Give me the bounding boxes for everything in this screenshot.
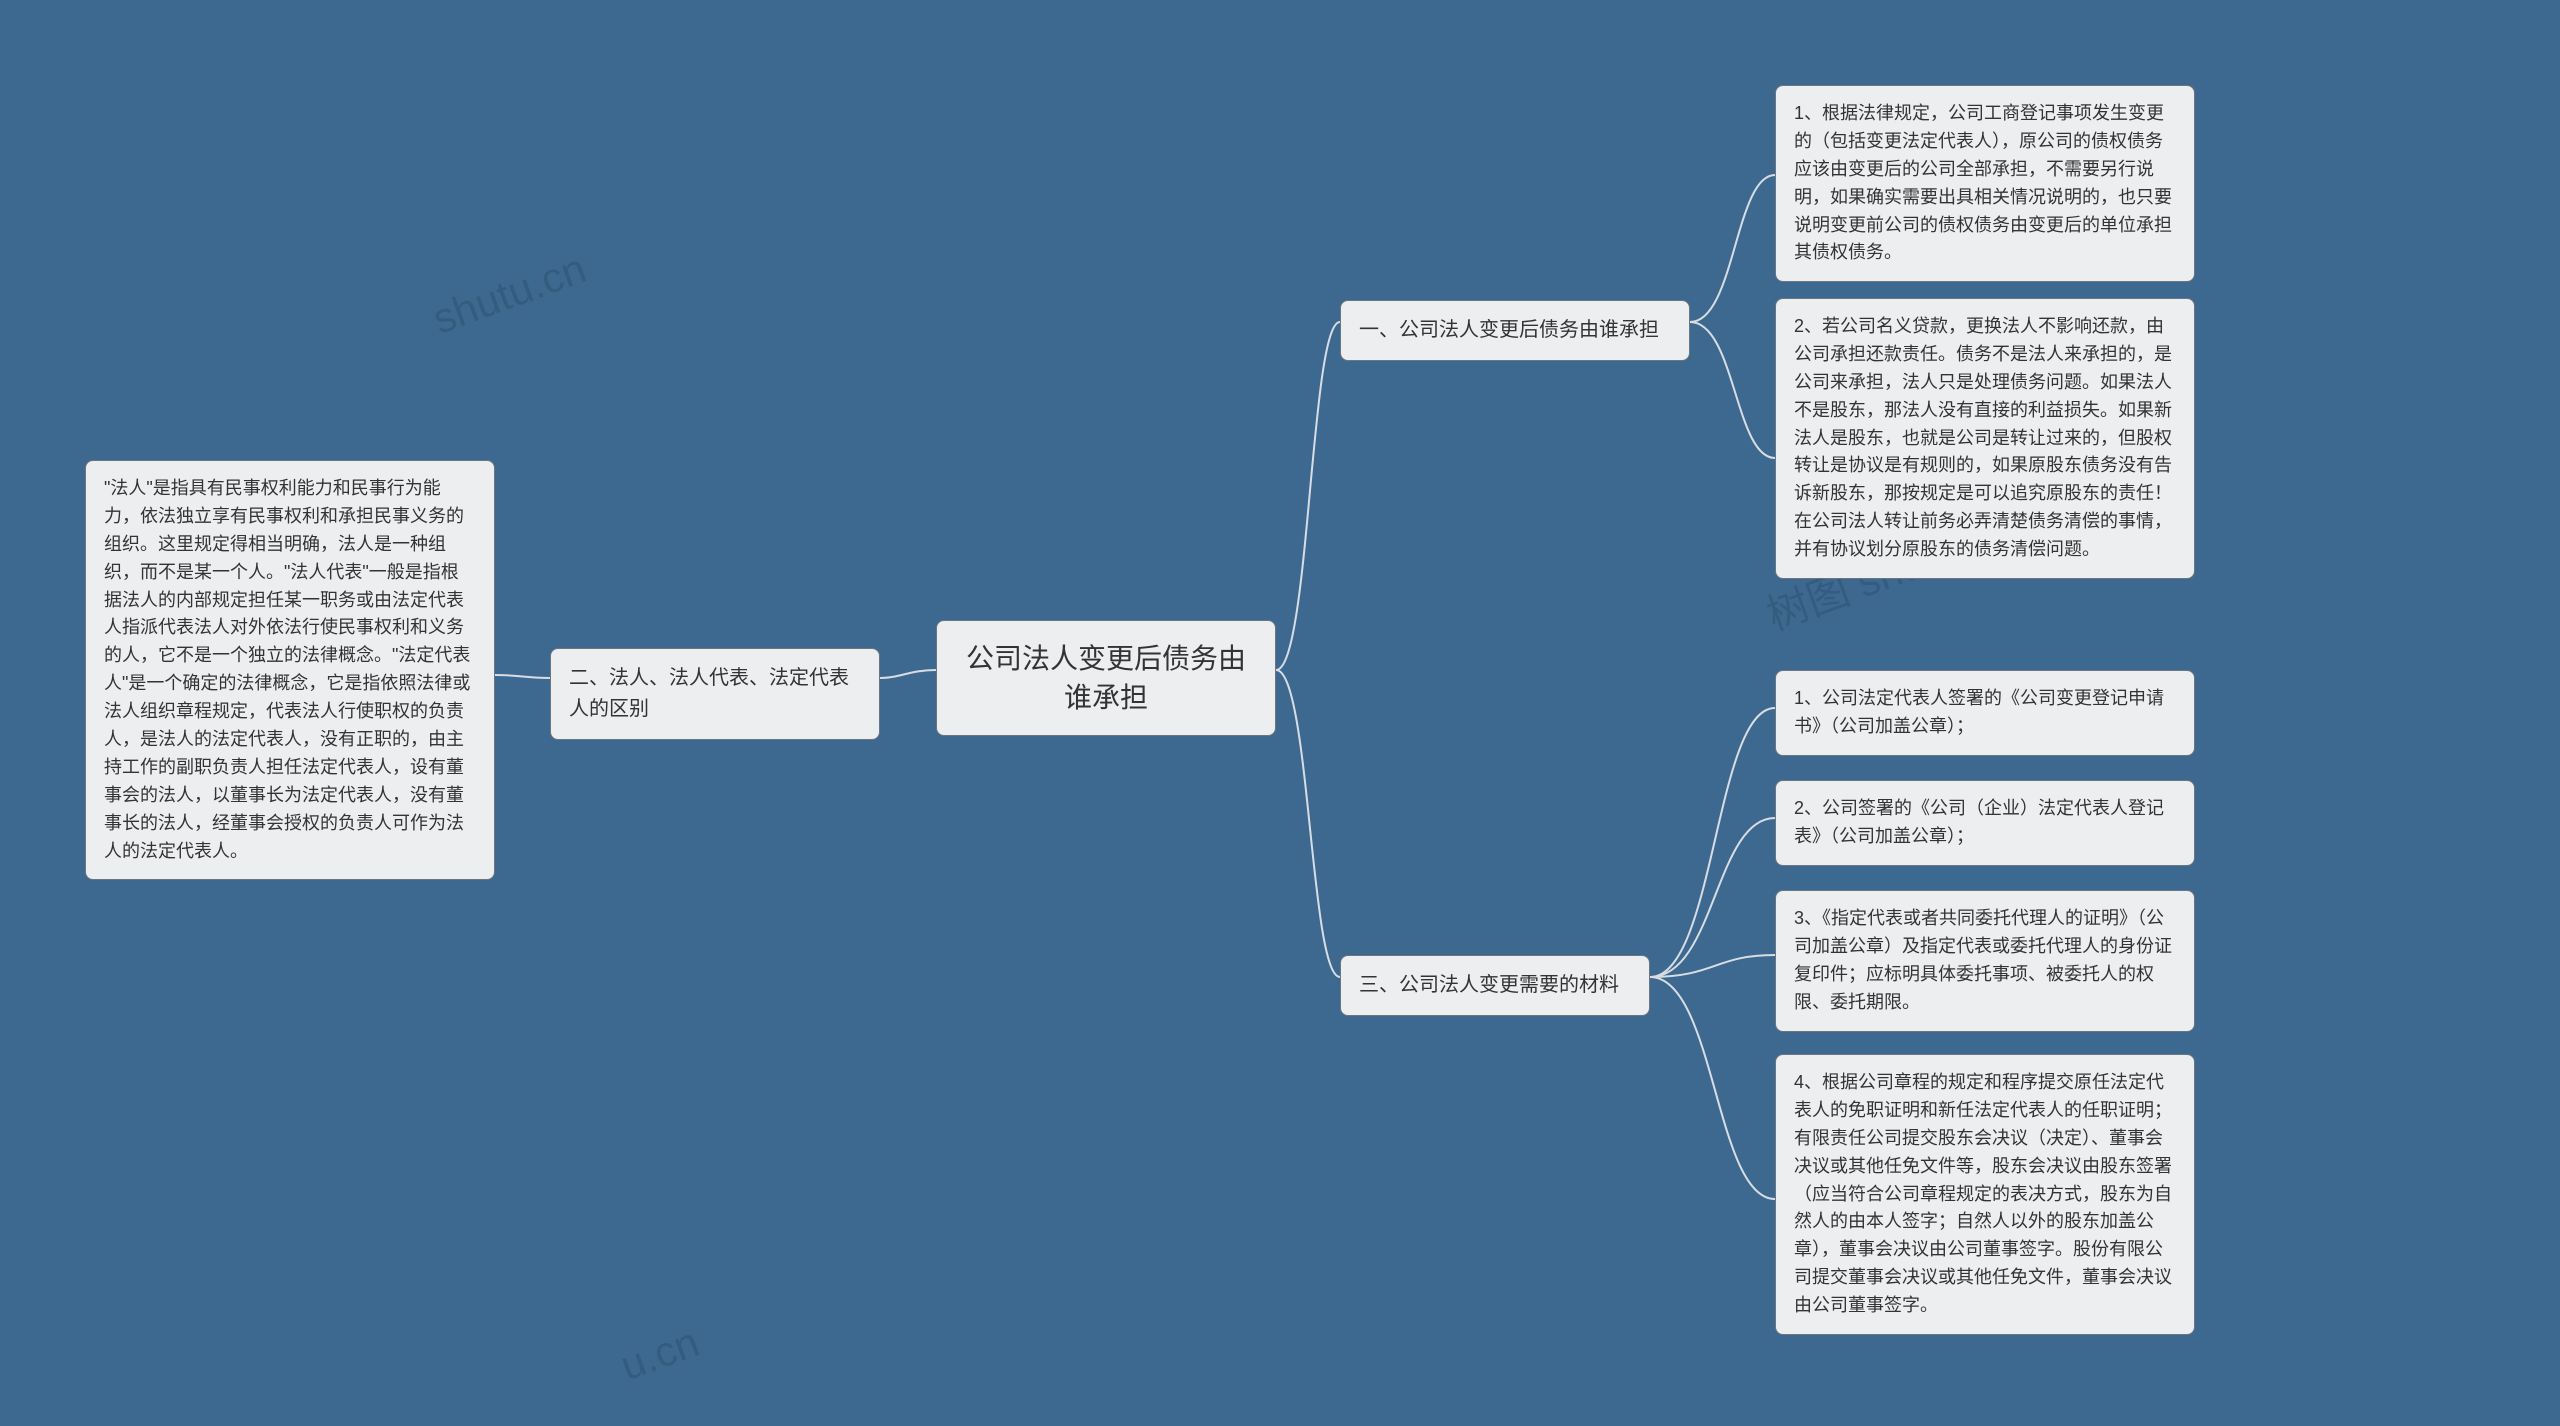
root-node: 公司法人变更后债务由谁承担 bbox=[936, 620, 1276, 736]
leaf-2-0: "法人"是指具有民事权利能力和民事行为能力，依法独立享有民事权利和承担民事义务的… bbox=[85, 460, 495, 880]
leaf-3-2: 3、《指定代表或者共同委托代理人的证明》（公司加盖公章）及指定代表或委托代理人的… bbox=[1775, 890, 2195, 1032]
watermark: u.cn bbox=[614, 1318, 705, 1390]
leaf-3-3: 4、根据公司章程的规定和程序提交原任法定代表人的免职证明和新任法定代表人的任职证… bbox=[1775, 1054, 2195, 1335]
watermark: shutu.cn bbox=[427, 244, 593, 343]
leaf-3-1: 2、公司签署的《公司（企业）法定代表人登记表》（公司加盖公章）； bbox=[1775, 780, 2195, 866]
branch-3: 三、公司法人变更需要的材料 bbox=[1340, 955, 1650, 1016]
branch-1: 一、公司法人变更后债务由谁承担 bbox=[1340, 300, 1690, 361]
branch-2: 二、法人、法人代表、法定代表人的区别 bbox=[550, 648, 880, 740]
leaf-3-0: 1、公司法定代表人签署的《公司变更登记申请书》（公司加盖公章）； bbox=[1775, 670, 2195, 756]
leaf-1-1: 2、若公司名义贷款，更换法人不影响还款，由公司承担还款责任。债务不是法人来承担的… bbox=[1775, 298, 2195, 579]
leaf-1-0: 1、根据法律规定，公司工商登记事项发生变更的（包括变更法定代表人），原公司的债权… bbox=[1775, 85, 2195, 282]
